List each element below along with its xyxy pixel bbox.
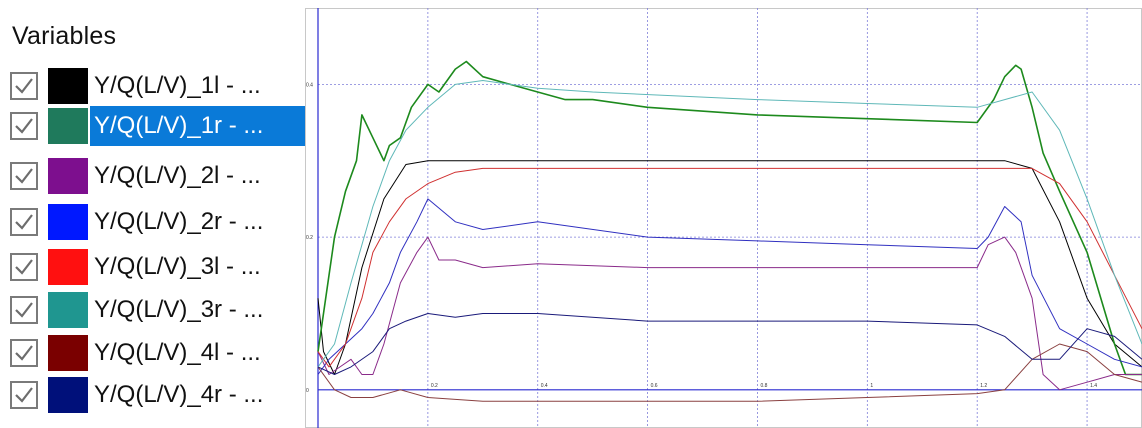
legend-checkbox[interactable] <box>10 162 38 190</box>
legend-color-swatch <box>48 292 88 328</box>
legend-item[interactable]: Y/Q(L/V)_1l - ... <box>6 66 304 106</box>
x-tick-label: 1 <box>870 383 873 389</box>
series-line-6 <box>317 80 1142 368</box>
y-tick-label: 0 <box>306 388 309 394</box>
legend-label: Y/Q(L/V)_2r - ... <box>94 208 264 235</box>
check-icon <box>15 345 33 361</box>
legend-color-swatch <box>48 377 88 413</box>
legend-item[interactable]: Y/Q(L/V)_4r - ... <box>6 375 304 415</box>
x-tick-label: 0.4 <box>541 383 548 389</box>
series-line-5 <box>317 167 1142 368</box>
legend-item[interactable]: Y/Q(L/V)_2l - ... <box>6 156 304 196</box>
legend-color-swatch <box>48 204 88 240</box>
legend-item[interactable]: Y/Q(L/V)_3r - ... <box>6 290 304 330</box>
legend-item[interactable]: Y/Q(L/V)_4l - ... <box>6 333 304 373</box>
series-line-7 <box>317 343 1142 402</box>
legend-checkbox[interactable] <box>10 72 38 100</box>
legend-item[interactable]: Y/Q(L/V)_2r - ... <box>6 202 304 242</box>
legend-label: Y/Q(L/V)_4r - ... <box>94 381 264 408</box>
y-tick-label: 0.4 <box>306 82 313 88</box>
legend-title: Variables <box>12 22 117 50</box>
legend-label: Y/Q(L/V)_3l - ... <box>94 253 261 280</box>
check-icon <box>15 259 33 275</box>
check-icon <box>15 302 33 318</box>
legend-panel: Variables Y/Q(L/V)_1l - ... Y/Q(L/V)_1r -… <box>0 0 308 428</box>
legend-checkbox[interactable] <box>10 208 38 236</box>
legend-color-swatch <box>48 249 88 285</box>
x-tick-label: 0.8 <box>760 383 767 389</box>
legend-label: Y/Q(L/V)_2l - ... <box>94 162 261 189</box>
series-line-4 <box>317 198 1142 375</box>
check-icon <box>15 168 33 184</box>
series-line-8 <box>317 313 1142 375</box>
check-icon <box>15 387 33 403</box>
x-tick-label: 0.2 <box>431 383 438 389</box>
legend-item[interactable]: Y/Q(L/V)_3l - ... <box>6 247 304 287</box>
legend-label: Y/Q(L/V)_4l - ... <box>94 339 261 366</box>
legend-checkbox[interactable] <box>10 296 38 324</box>
check-icon <box>15 118 33 134</box>
legend-item[interactable]: Y/Q(L/V)_1r - ... <box>6 106 308 146</box>
legend-checkbox[interactable] <box>10 381 38 409</box>
y-tick-label: 0.2 <box>306 235 313 241</box>
legend-label: Y/Q(L/V)_1l - ... <box>94 72 261 99</box>
legend-color-swatch <box>48 108 88 144</box>
series-line-3 <box>317 236 1142 391</box>
legend-color-swatch <box>48 68 88 104</box>
legend-checkbox[interactable] <box>10 339 38 367</box>
check-icon <box>15 78 33 94</box>
x-tick-label: 0.6 <box>651 383 658 389</box>
legend-checkbox[interactable] <box>10 112 38 140</box>
legend-label: Y/Q(L/V)_1r - ... <box>90 106 308 146</box>
legend-color-swatch <box>48 158 88 194</box>
chart-svg: 0.2 0.4 0.6 0.8 1 1.2 1.4 0 0.2 0.4 <box>305 8 1142 428</box>
legend-checkbox[interactable] <box>10 253 38 281</box>
series-line-2 <box>317 60 1142 376</box>
x-tick-label: 1.4 <box>1090 383 1097 389</box>
plot-area[interactable]: 0.2 0.4 0.6 0.8 1 1.2 1.4 0 0.2 0.4 <box>305 8 1142 428</box>
check-icon <box>15 214 33 230</box>
legend-label: Y/Q(L/V)_3r - ... <box>94 296 264 323</box>
x-tick-label: 1.2 <box>980 383 987 389</box>
plot-border <box>305 8 1142 428</box>
legend-color-swatch <box>48 335 88 371</box>
